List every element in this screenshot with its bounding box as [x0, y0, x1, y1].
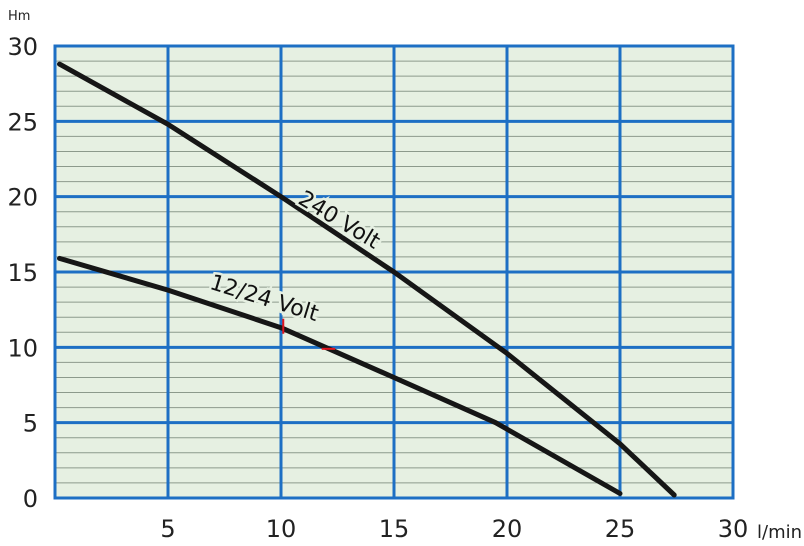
plot-frame — [53, 44, 735, 500]
y-tick-label: 25 — [7, 108, 38, 136]
x-tick-label: 15 — [379, 515, 410, 543]
x-tick-label: 25 — [605, 515, 636, 543]
series-lines — [57, 61, 677, 498]
x-tick-label: 5 — [160, 515, 175, 543]
y-axis-unit: Hm — [8, 9, 30, 24]
y-tick-label: 0 — [23, 485, 38, 513]
y-tick-label: 20 — [7, 184, 38, 212]
x-axis-unit: l/min — [757, 522, 802, 543]
x-tick-label: 10 — [266, 515, 297, 543]
accent-marks — [282, 318, 336, 350]
x-axis-ticks: 5 10 15 20 25 30 — [160, 515, 748, 543]
x-tick-label: 20 — [492, 515, 523, 543]
y-tick-label: 30 — [7, 33, 38, 61]
y-tick-label: 10 — [7, 334, 38, 362]
y-axis-ticks: 0 5 10 15 20 25 30 — [7, 33, 38, 513]
series-line — [57, 61, 677, 498]
y-tick-label: 15 — [7, 259, 38, 287]
x-tick-label: 30 — [718, 515, 749, 543]
series-line — [57, 255, 623, 496]
y-tick-label: 5 — [23, 410, 38, 438]
